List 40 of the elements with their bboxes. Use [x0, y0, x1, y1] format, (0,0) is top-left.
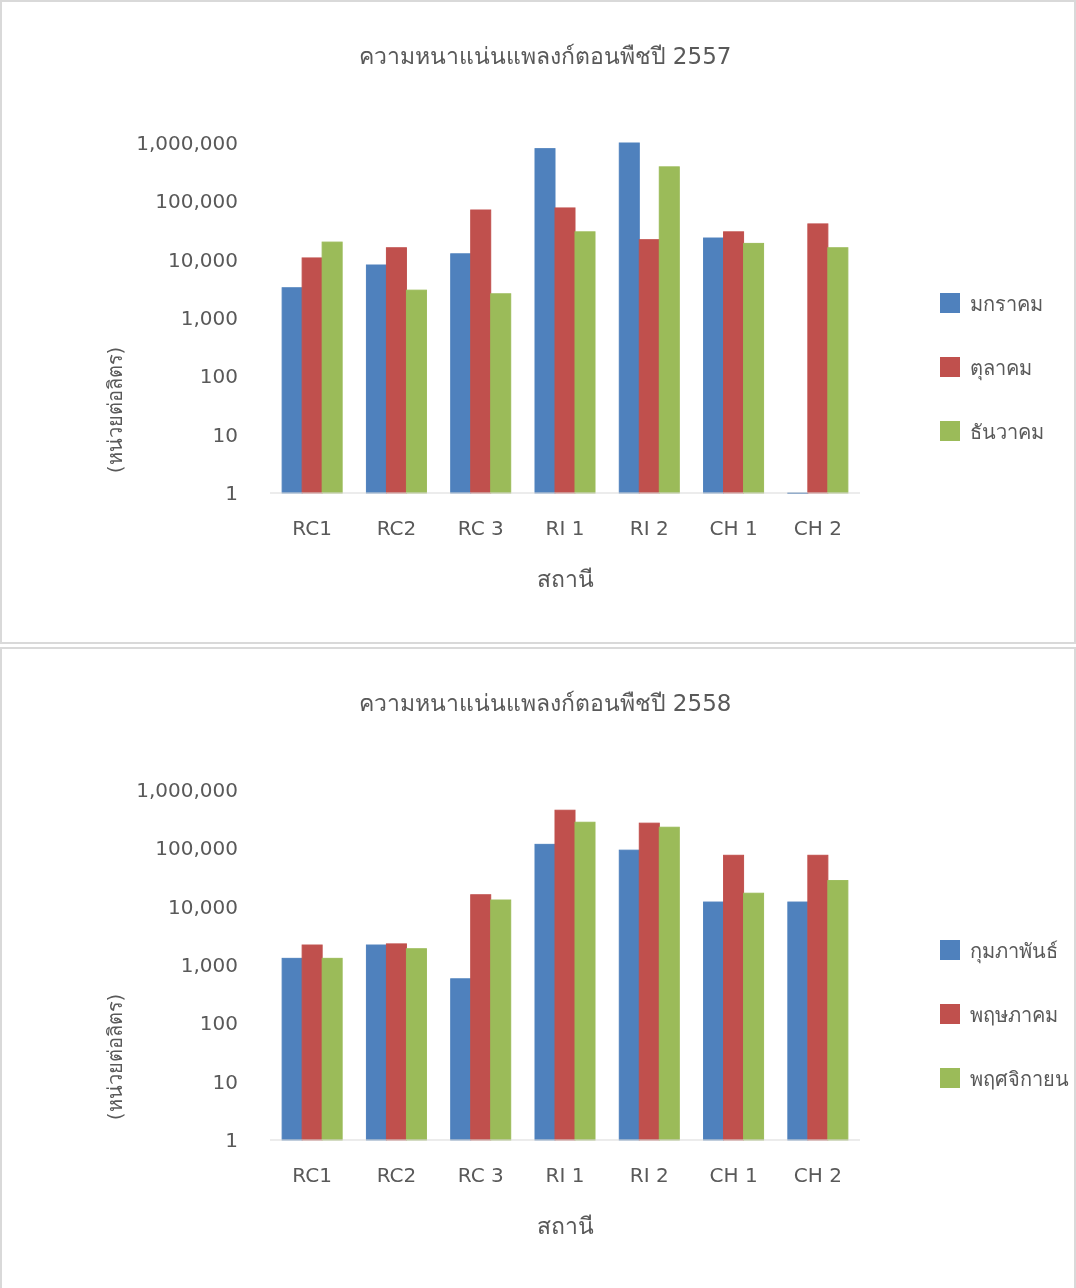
legend-label: มกราคม: [970, 292, 1043, 316]
y-tick-label: 1,000: [180, 953, 238, 977]
x-tick-label: RC1: [292, 516, 332, 540]
y-axis-title: (หน่วยต่อลิตร): [103, 346, 127, 474]
legend-label: พฤษภาคม: [970, 1003, 1058, 1027]
x-tick-label: RC 3: [457, 516, 504, 540]
legend-label: ธันวาคม: [970, 420, 1044, 444]
x-tick-label: CH 1: [709, 516, 758, 540]
x-tick-label: RC2: [376, 1163, 417, 1187]
y-tick-label: 100,000: [155, 836, 238, 861]
x-tick-label: RI 1: [545, 516, 585, 540]
x-tick-label: RC 3: [457, 1163, 504, 1187]
chart-title: ความหนาแน่นแพลงก์ตอนพืชปี 2557: [358, 43, 732, 69]
x-tick-label: RI 2: [629, 1163, 669, 1187]
y-axis-title: (หน่วยต่อลิตร): [103, 993, 127, 1121]
y-tick-label: 10,000: [168, 894, 238, 919]
x-tick-label: CH 2: [793, 1163, 842, 1187]
y-tick-label: 100: [199, 364, 238, 389]
y-tick-label: 100,000: [155, 189, 238, 214]
legend-label: พฤศจิกายน: [970, 1067, 1069, 1091]
y-tick-label: 1: [225, 481, 238, 505]
legend-label: ตุลาคม: [970, 356, 1032, 381]
x-tick-label: RC1: [292, 1163, 332, 1187]
x-tick-label: RI 1: [545, 1163, 585, 1187]
y-tick-label: 1: [225, 1128, 238, 1152]
y-tick-label: 10,000: [168, 247, 238, 272]
x-axis-title: สถานี: [536, 566, 594, 592]
y-tick-label: 1,000: [180, 306, 238, 330]
y-tick-label: 1,000,000: [136, 778, 238, 802]
x-tick-label: CH 1: [709, 1163, 758, 1187]
x-tick-label: RI 2: [629, 516, 669, 540]
x-tick-label: RC2: [376, 516, 417, 540]
legend-label: กุมภาพันธ์: [970, 939, 1058, 964]
y-tick-label: 10: [212, 422, 238, 447]
y-tick-label: 1,000,000: [136, 131, 238, 155]
chart-title: ความหนาแน่นแพลงก์ตอนพืชปี 2558: [358, 690, 732, 716]
y-tick-label: 10: [212, 1069, 238, 1094]
y-tick-label: 100: [199, 1011, 238, 1036]
x-axis-title: สถานี: [536, 1213, 594, 1239]
x-tick-label: CH 2: [793, 516, 842, 540]
